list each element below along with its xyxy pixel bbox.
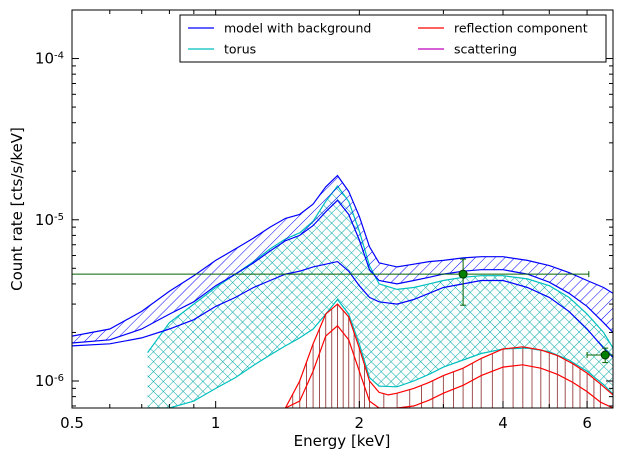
x-tick-label: 2 xyxy=(355,414,365,432)
legend-label: scattering xyxy=(454,42,517,57)
y-tick-label: 10-4 xyxy=(35,50,64,68)
legend-box xyxy=(179,14,607,63)
legend-label: model with background xyxy=(224,21,371,36)
model-band-lower-line xyxy=(72,260,613,358)
y-tick-label: 10-5 xyxy=(35,211,64,229)
axes: 0.5 1 2 4 6 10-6 10-5 10-4 xyxy=(35,9,614,432)
legend-entry: model with background xyxy=(188,21,371,36)
plot-frame xyxy=(71,9,614,409)
model-band-fill xyxy=(72,175,613,343)
legend: model with background reflection componen… xyxy=(179,14,607,63)
data-point xyxy=(586,347,613,364)
y-axis-label: Count rate [cts/s/keV] xyxy=(8,127,26,291)
data-point-marker xyxy=(600,350,610,360)
data-point-marker xyxy=(458,269,468,279)
x-tick-label: 4 xyxy=(498,414,508,432)
reflection-lower-line xyxy=(285,324,613,408)
reflection-upper-line xyxy=(284,303,613,408)
legend-entry: torus xyxy=(188,42,256,57)
model-band-upper-line xyxy=(72,174,613,337)
legend-label: reflection component xyxy=(454,21,588,36)
legend-label: torus xyxy=(224,42,256,57)
legend-entry: reflection component xyxy=(418,21,588,36)
x-tick-label: 6 xyxy=(582,414,592,432)
x-axis-label: Energy [keV] xyxy=(294,432,391,450)
plot-area xyxy=(72,174,613,408)
torus-band-fill xyxy=(147,186,613,408)
legend-entry: scattering xyxy=(418,42,517,57)
data-point xyxy=(72,258,590,306)
x-tick-label: 1 xyxy=(211,414,221,432)
y-tick-label: 10-6 xyxy=(35,372,64,390)
x-tick-label: 0.5 xyxy=(60,414,84,432)
